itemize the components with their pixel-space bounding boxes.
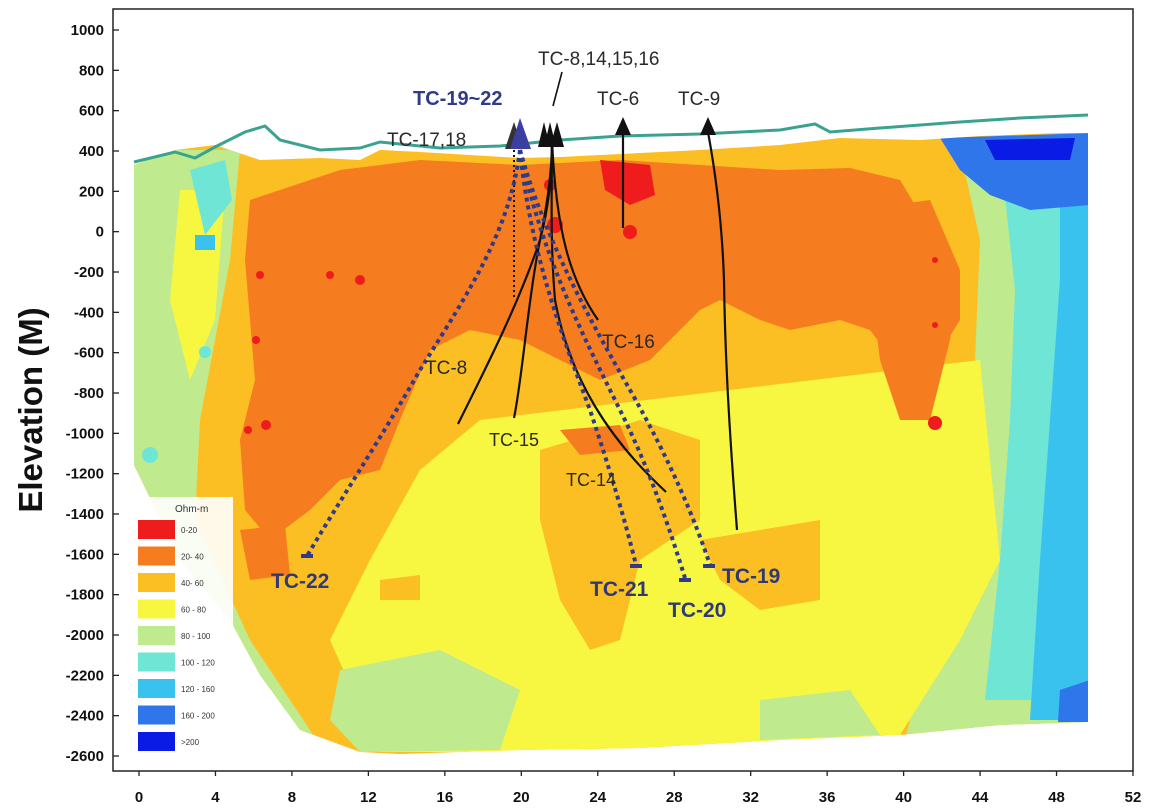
resistivity-heatmap [134, 133, 1088, 754]
well-heads [505, 117, 716, 149]
legend-swatch [138, 546, 175, 566]
label-tc-15: TC-15 [489, 430, 539, 450]
legend-swatch [138, 732, 175, 751]
y-tick-label: -600 [74, 345, 104, 362]
y-tick-label: 200 [79, 183, 104, 200]
y-tick-label: -2600 [66, 748, 104, 765]
legend-label: 40- 60 [181, 579, 204, 588]
legend-swatch [138, 520, 175, 539]
legend-label: 0-20 [181, 526, 198, 535]
y-tick-label: -400 [74, 304, 104, 321]
legend-title: Ohm-m [175, 504, 208, 515]
x-tick-label: 12 [360, 789, 377, 806]
y-tick-label: -1600 [66, 546, 104, 563]
y-tick-label: 800 [79, 62, 104, 79]
label-tc-16: TC-16 [602, 332, 655, 353]
legend-swatch [138, 573, 175, 592]
legend-swatch [138, 599, 175, 619]
legend-label: 100 - 120 [181, 659, 215, 668]
plot-frame [112, 8, 1134, 772]
y-tick-label: 600 [79, 103, 104, 120]
y-tick-label: -2000 [66, 627, 104, 644]
label-tc-6: TC-6 [597, 89, 639, 110]
well-path-tc-20 [518, 149, 687, 579]
well-path-tc-14 [550, 139, 667, 493]
x-tick-label: 28 [666, 789, 683, 806]
y-tick-label: -200 [74, 264, 104, 281]
x-tick-label: 20 [513, 789, 530, 806]
legend-label: >200 [181, 738, 200, 747]
y-tick-label: -2400 [66, 708, 104, 725]
well-path-tc-21 [518, 149, 638, 566]
well-path-tc-22 [305, 149, 522, 558]
y-tick-label: -1400 [66, 506, 104, 523]
topography-line [133, 113, 1089, 164]
well-path-tc-9 [706, 131, 739, 531]
x-tick-label: 52 [1125, 789, 1142, 806]
y-tick-label: -1200 [66, 466, 104, 483]
y-tick-label: 400 [79, 143, 104, 160]
y-tick-label: -2200 [66, 667, 104, 684]
y-tick-label: -1000 [66, 425, 104, 442]
y-tick-label: -1800 [66, 587, 104, 604]
x-tick-label: 24 [589, 789, 606, 806]
label-tc-14: TC-14 [566, 470, 616, 490]
legend-label: 120 - 160 [181, 685, 215, 694]
wellhead-tc-16-icon [550, 122, 564, 147]
label-tc-9: TC-9 [678, 89, 720, 110]
x-tick-label: 32 [742, 789, 759, 806]
label-tc-22: TC-22 [271, 570, 329, 593]
x-tick-label: 16 [437, 789, 454, 806]
legend: Ohm-m 0-20 20- 40 40- 60 60 - 80 80 - 100 100… [133, 497, 233, 767]
legend-swatch [138, 679, 175, 698]
x-tick-label: 40 [895, 789, 912, 806]
label-tc-19-22: TC-19~22 [413, 88, 503, 110]
y-tick-label: 1000 [71, 22, 104, 39]
y-tick-label: 0 [96, 224, 104, 241]
y-tick-label: -800 [74, 385, 104, 402]
legend-label: 20- 40 [181, 553, 204, 562]
x-tick-label: 8 [288, 789, 296, 806]
label-tc-19: TC-19 [722, 565, 780, 588]
well-path-tc-19 [518, 149, 712, 566]
legend-swatch [138, 652, 175, 672]
well-paths-blue [305, 149, 712, 579]
well-paths-black [457, 131, 739, 531]
wellhead-tc-9-icon [700, 117, 716, 135]
legend-label: 80 - 100 [181, 632, 211, 641]
label-tc-8-14-15-16: TC-8,14,15,16 [538, 49, 659, 70]
wellhead-tc-6-icon [615, 117, 631, 135]
legend-swatch [138, 626, 175, 645]
x-tick-label: 48 [1048, 789, 1065, 806]
label-tc-8: TC-8 [425, 358, 467, 379]
label-leader-line [552, 71, 563, 107]
label-tc-20: TC-20 [668, 599, 726, 622]
well-path-tc-15 [512, 139, 554, 419]
x-tick-label: 36 [819, 789, 836, 806]
x-axis: 0 4 8 12 16 20 24 28 32 36 40 44 48 52 [135, 771, 1142, 806]
legend-label: 160 - 200 [181, 712, 215, 721]
y-axis-label: Elevation (M) [12, 307, 49, 512]
x-tick-label: 0 [135, 789, 143, 806]
label-tc-21: TC-21 [590, 578, 649, 601]
wellhead-tc-19-22-icon [510, 118, 531, 149]
legend-swatch [138, 705, 175, 725]
legend-label: 60 - 80 [181, 606, 206, 615]
x-tick-label: 4 [211, 789, 220, 806]
y-axis: 1000 800 600 400 200 0 -200 -400 -600 -800 -1000 -1… [66, 22, 119, 765]
label-tc-17-18: TC-17,18 [387, 130, 466, 151]
well-end-caps [301, 554, 715, 582]
x-tick-label: 44 [972, 789, 989, 806]
well-path-tc-16 [550, 139, 599, 321]
